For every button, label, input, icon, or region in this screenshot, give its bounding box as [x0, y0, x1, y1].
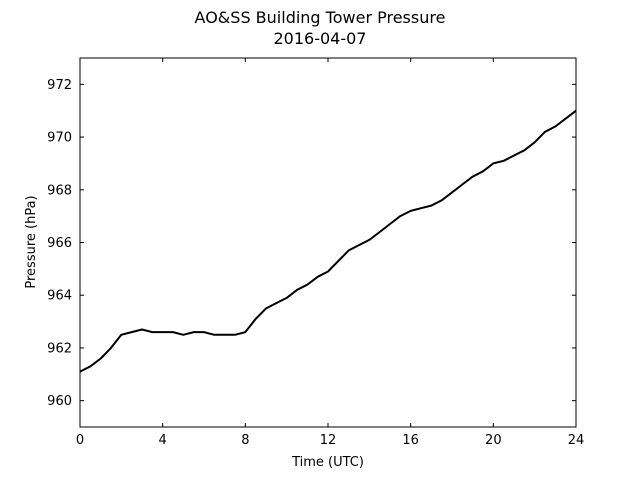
ticks-layer: 0 4 8 12 16 20 24 960 962 964 966 968 970 972 — [47, 58, 584, 448]
y-tick-label: 962 — [47, 341, 72, 356]
series-layer — [79, 109, 577, 373]
x-tick-label: 24 — [568, 433, 585, 448]
x-tick-label: 20 — [485, 433, 502, 448]
chart-subtitle: 2016-04-07 — [273, 29, 367, 48]
x-tick-label: 8 — [241, 433, 249, 448]
y-tick-label: 972 — [47, 78, 72, 93]
pressure-series-line — [79, 109, 577, 373]
axes-frame — [79, 57, 577, 428]
y-tick-label: 964 — [47, 289, 72, 304]
y-tick-label: 968 — [47, 183, 72, 198]
chart-title: AO&SS Building Tower Pressure — [194, 8, 446, 27]
x-tick-label: 16 — [402, 433, 419, 448]
y-axis-label: Pressure (hPa) — [24, 195, 39, 288]
x-tick-label: 12 — [320, 433, 337, 448]
x-axis-label: Time (UTC) — [291, 455, 364, 470]
x-tick-label: 4 — [159, 433, 167, 448]
y-tick-label: 970 — [47, 131, 72, 146]
y-tick-label: 966 — [47, 236, 72, 251]
y-tick-label: 960 — [47, 394, 72, 409]
x-tick-label: 0 — [76, 433, 84, 448]
